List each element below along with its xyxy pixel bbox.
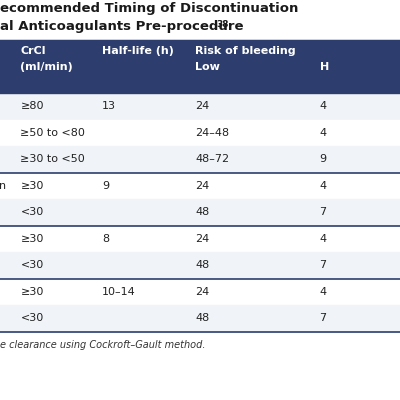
Bar: [0, 278, 400, 305]
Text: ≥30: ≥30: [20, 234, 44, 244]
Bar: [0, 93, 400, 120]
Text: ≥50 to <80: ≥50 to <80: [20, 128, 85, 138]
Bar: [0, 226, 400, 252]
Text: <30: <30: [20, 260, 44, 270]
Text: 48–72: 48–72: [195, 154, 230, 164]
Text: 24: 24: [195, 234, 210, 244]
Text: 48: 48: [195, 207, 210, 217]
Text: 7: 7: [320, 313, 327, 323]
Text: 48: 48: [195, 260, 210, 270]
Text: 13: 13: [102, 101, 116, 111]
Text: ≥30: ≥30: [20, 287, 44, 297]
Text: Low: Low: [195, 62, 220, 72]
Text: 24: 24: [195, 181, 210, 191]
Text: 9: 9: [102, 181, 109, 191]
Text: ≥30 to <50: ≥30 to <50: [20, 154, 85, 164]
Text: 4: 4: [320, 234, 327, 244]
Text: ≥30: ≥30: [20, 181, 44, 191]
Text: H: H: [320, 62, 329, 72]
Text: 7: 7: [320, 260, 327, 270]
Text: ≥80: ≥80: [20, 101, 44, 111]
Text: 4: 4: [320, 101, 327, 111]
Text: <30: <30: [20, 207, 44, 217]
Text: 38: 38: [216, 20, 228, 29]
Text: Half-life (h): Half-life (h): [102, 46, 174, 56]
Bar: [0, 252, 400, 278]
Text: 24: 24: [195, 287, 210, 297]
Text: al Anticoagulants Pre-procedure: al Anticoagulants Pre-procedure: [0, 20, 244, 33]
Bar: [0, 305, 400, 332]
Text: 24: 24: [195, 101, 210, 111]
Bar: [0, 40, 400, 93]
Text: 8: 8: [102, 234, 109, 244]
Text: 4: 4: [320, 128, 327, 138]
Text: 9: 9: [320, 154, 327, 164]
Text: n: n: [0, 181, 6, 191]
Bar: [0, 146, 400, 172]
Text: (ml/min): (ml/min): [20, 62, 73, 72]
Text: 4: 4: [320, 181, 327, 191]
Text: 7: 7: [320, 207, 327, 217]
Text: CrCl: CrCl: [20, 46, 46, 56]
Text: ecommended Timing of Discontinuation: ecommended Timing of Discontinuation: [0, 2, 298, 15]
Text: 24–48: 24–48: [195, 128, 230, 138]
Bar: [0, 199, 400, 226]
Text: 48: 48: [195, 313, 210, 323]
Text: e clearance using Cockroft–Gault method.: e clearance using Cockroft–Gault method.: [0, 340, 206, 350]
Text: <30: <30: [20, 313, 44, 323]
Text: Risk of bleeding: Risk of bleeding: [195, 46, 296, 56]
Bar: [0, 172, 400, 199]
Text: 10–14: 10–14: [102, 287, 136, 297]
Text: 4: 4: [320, 287, 327, 297]
Bar: [0, 120, 400, 146]
